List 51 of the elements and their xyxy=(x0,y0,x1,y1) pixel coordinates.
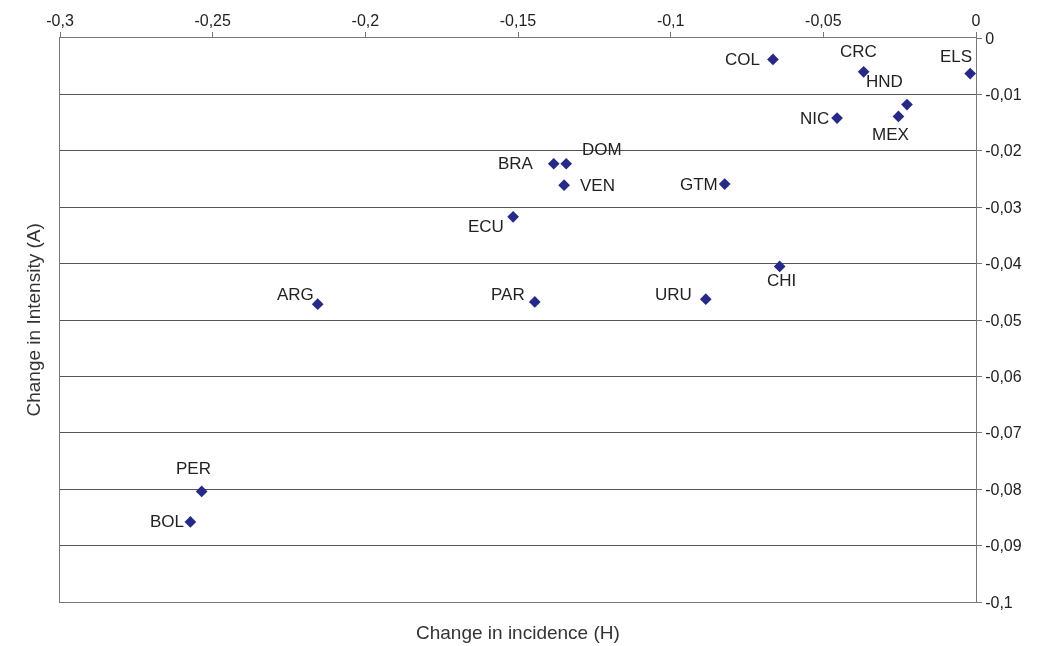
x-tick-label: 0 xyxy=(971,11,981,29)
y-tick-label: -0,08 xyxy=(985,480,1022,498)
point xyxy=(507,210,519,223)
point xyxy=(892,110,905,123)
y-tick-label: -0,04 xyxy=(985,255,1022,273)
y-tick-label: -0,01 xyxy=(985,86,1022,103)
y-tick-label: -0,05 xyxy=(985,311,1022,329)
point xyxy=(699,293,712,305)
annotation: GTM xyxy=(680,175,718,194)
annotation: PAR xyxy=(491,285,525,304)
y-tick-label: -0,03 xyxy=(985,198,1022,216)
annotation: BRA xyxy=(498,154,534,173)
annotation: CRC xyxy=(840,42,877,61)
point xyxy=(195,485,208,498)
y-tick-label: 0 xyxy=(985,29,995,47)
text: Change in Intensity (A) xyxy=(22,223,44,417)
y-tick-label: -0,06 xyxy=(985,368,1022,385)
y-tick-label: -0,07 xyxy=(985,424,1022,442)
point xyxy=(560,157,573,170)
annotation: ECU xyxy=(468,217,504,236)
x-axis-title: Change in incidence (H) xyxy=(416,622,620,643)
x-tick-label: -0,15 xyxy=(499,11,537,29)
x-tick-label: -0,25 xyxy=(194,11,232,29)
annotation: HND xyxy=(866,72,903,91)
point xyxy=(528,296,541,308)
x-tick-label: -0,1 xyxy=(656,11,685,29)
x-tick-label: -0,3 xyxy=(46,11,74,29)
point xyxy=(767,53,779,66)
y-tick-label: -0,1 xyxy=(985,593,1013,611)
annotation: ARG xyxy=(277,285,314,304)
point xyxy=(558,179,570,192)
annotation: COL xyxy=(725,50,760,69)
annotation: URU xyxy=(655,285,692,304)
annotation: PER xyxy=(176,459,211,478)
annotation: CHI xyxy=(767,271,797,290)
y-tick-label: -0,09 xyxy=(985,537,1022,555)
point xyxy=(718,178,731,190)
point xyxy=(547,157,560,170)
annotation: VEN xyxy=(580,176,615,195)
point xyxy=(311,298,324,311)
point xyxy=(964,67,976,80)
y-tick-label: -0,02 xyxy=(985,142,1022,160)
point xyxy=(773,260,786,273)
point xyxy=(184,516,197,528)
annotation: ELS xyxy=(940,47,973,66)
annotation: NIC xyxy=(800,109,830,128)
point xyxy=(901,98,913,111)
x-tick-label: -0,2 xyxy=(351,11,380,29)
annotation: BOL xyxy=(150,512,185,531)
x-tick-label: -0,05 xyxy=(805,11,842,29)
annotation: MEX xyxy=(872,125,909,144)
